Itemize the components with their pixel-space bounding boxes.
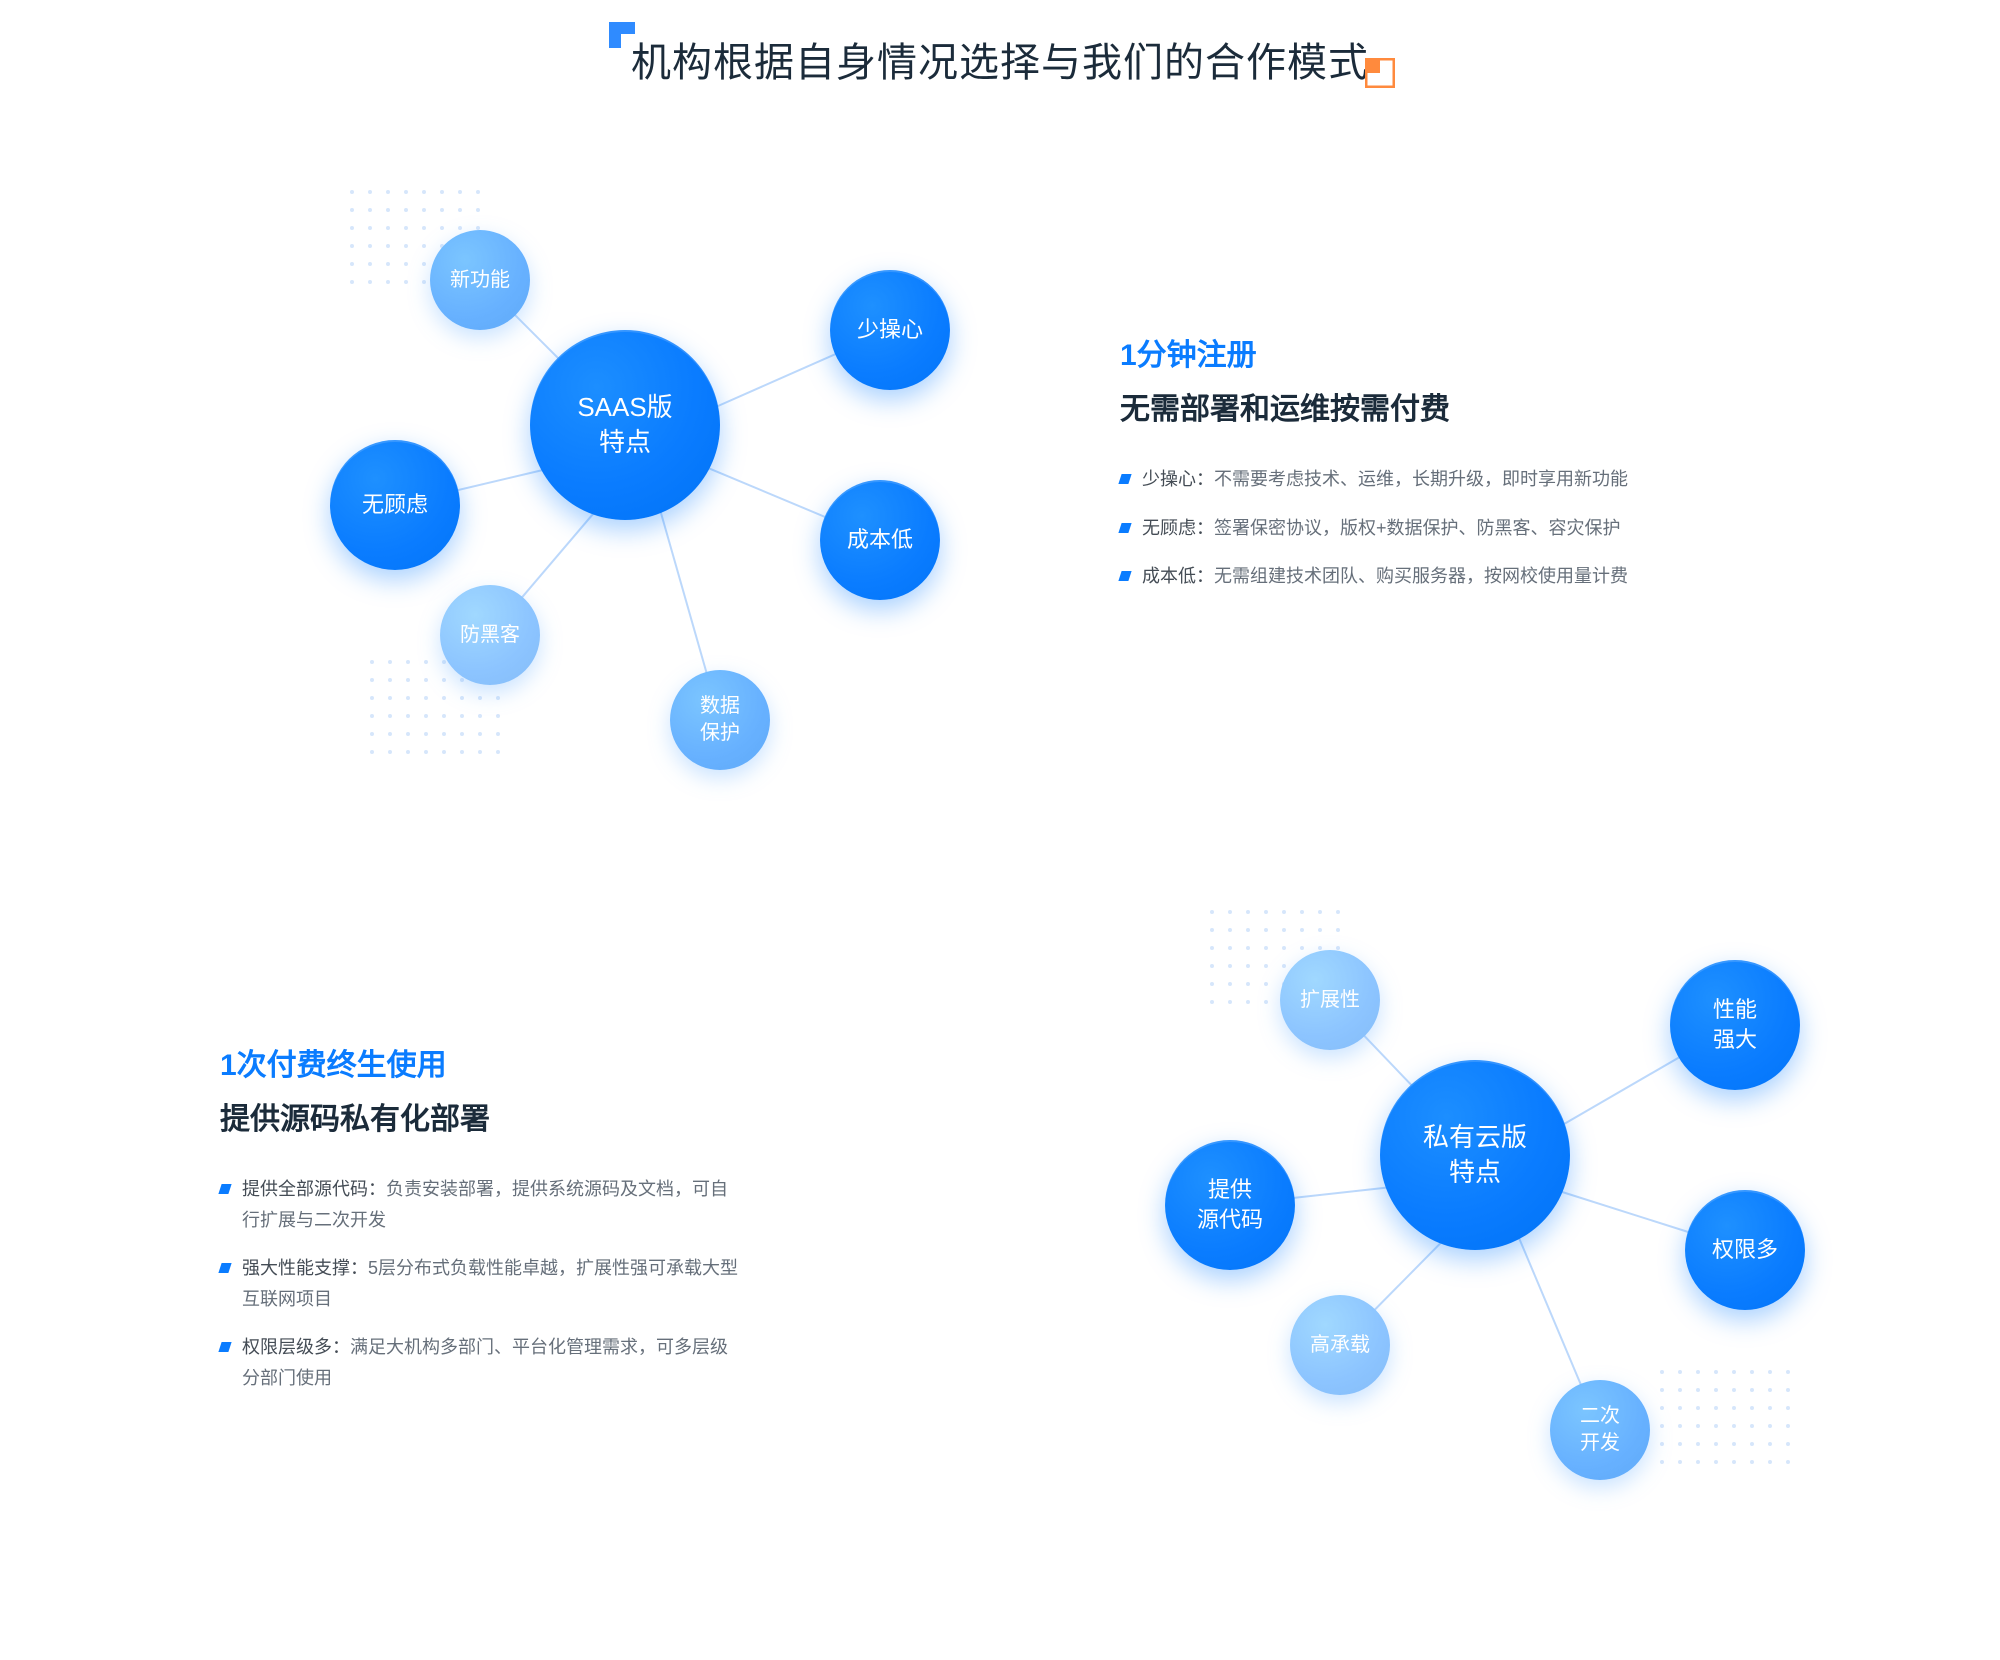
diagram-satellite-bubble: 防黑客 [440, 585, 540, 685]
diagram-satellite-bubble: 二次 开发 [1550, 1380, 1650, 1480]
diagram-satellite-bubble: 成本低 [820, 480, 940, 600]
diagram-center-bubble: 私有云版 特点 [1380, 1060, 1570, 1250]
bullet-bold: 提供全部源代码： [242, 1179, 386, 1199]
diagram-satellite-bubble: 无顾虑 [330, 440, 460, 570]
diagram-satellite-bubble: 权限多 [1685, 1190, 1805, 1310]
diagram-satellite-bubble: 数据 保护 [670, 670, 770, 770]
diagram-satellite-bubble: 扩展性 [1280, 950, 1380, 1050]
bullet-item: 强大性能支撑：5层分布式负载性能卓越，扩展性强可承载大型互联网项目 [220, 1253, 740, 1314]
bullet-bold: 成本低： [1142, 566, 1214, 586]
bullet-bold: 权限层级多： [242, 1337, 350, 1357]
private-text-block: 1次付费终生使用 提供源码私有化部署 提供全部源代码：负责安装部署，提供系统源码… [220, 1040, 740, 1412]
diagram-satellite-bubble: 高承载 [1290, 1295, 1390, 1395]
bullet-item: 少操心：不需要考虑技术、运维，长期升级，即时享用新功能 [1120, 464, 1628, 495]
bullet-item: 提供全部源代码：负责安装部署，提供系统源码及文档，可自行扩展与二次开发 [220, 1174, 740, 1235]
diagram-center-bubble: SAAS版 特点 [530, 330, 720, 520]
private-bullets: 提供全部源代码：负责安装部署，提供系统源码及文档，可自行扩展与二次开发强大性能支… [220, 1174, 740, 1394]
saas-text-block: 1分钟注册 无需部署和运维按需付费 少操心：不需要考虑技术、运维，长期升级，即时… [1120, 330, 1628, 610]
private-highlight: 1次付费终生使用 [220, 1040, 740, 1084]
diagram-satellite-bubble: 新功能 [430, 230, 530, 330]
title-deco-square-orange [1365, 58, 1395, 88]
bullet-text: 无需组建技术团队、购买服务器，按网校使用量计费 [1214, 566, 1628, 586]
saas-subtitle: 无需部署和运维按需付费 [1120, 384, 1628, 428]
bullet-item: 权限层级多：满足大机构多部门、平台化管理需求，可多层级分部门使用 [220, 1332, 740, 1393]
bullet-item: 成本低：无需组建技术团队、购买服务器，按网校使用量计费 [1120, 561, 1628, 592]
saas-bullets: 少操心：不需要考虑技术、运维，长期升级，即时享用新功能无顾虑：签署保密协议，版权… [1120, 464, 1628, 592]
private-subtitle: 提供源码私有化部署 [220, 1094, 740, 1138]
bullet-text: 签署保密协议，版权+数据保护、防黑客、容灾保护 [1214, 518, 1621, 538]
bullet-bold: 无顾虑： [1142, 518, 1214, 538]
bullet-item: 无顾虑：签署保密协议，版权+数据保护、防黑客、容灾保护 [1120, 513, 1628, 544]
diagram-satellite-bubble: 提供 源代码 [1165, 1140, 1295, 1270]
bullet-text: 不需要考虑技术、运维，长期升级，即时享用新功能 [1214, 469, 1628, 489]
diagram-satellite-bubble: 性能 强大 [1670, 960, 1800, 1090]
bullet-bold: 少操心： [1142, 469, 1214, 489]
saas-highlight: 1分钟注册 [1120, 330, 1628, 374]
bullet-bold: 强大性能支撑： [242, 1258, 368, 1278]
diagram-satellite-bubble: 少操心 [830, 270, 950, 390]
